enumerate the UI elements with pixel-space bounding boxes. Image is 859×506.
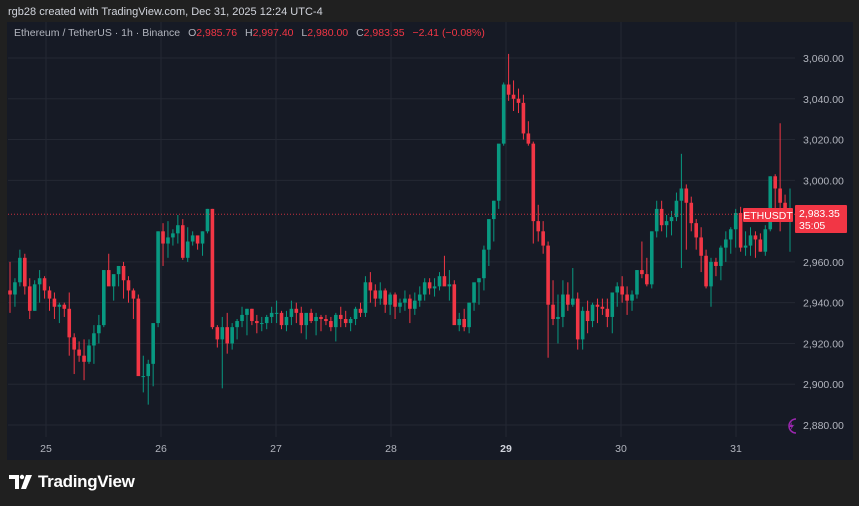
open-value: 2,985.76 — [196, 27, 238, 39]
symbol-legend: Ethereum / TetherUS · 1h · Binance O2,98… — [14, 27, 485, 39]
tradingview-logo[interactable]: TradingView — [9, 472, 135, 492]
grid-lines — [8, 22, 795, 437]
candles — [8, 53, 792, 405]
time-tick: 27 — [270, 443, 282, 455]
price-tick: 2,960.00 — [803, 257, 844, 269]
symbol-name[interactable]: Ethereum / TetherUS · 1h · Binance — [14, 27, 181, 39]
tv-logo-icon — [9, 474, 32, 489]
price-tick: 3,020.00 — [803, 135, 844, 147]
time-tick: 25 — [40, 443, 52, 455]
brand-wordmark: TradingView — [38, 472, 135, 491]
price-tick: 3,060.00 — [803, 53, 844, 65]
lightning-icon[interactable] — [788, 418, 797, 434]
time-tick: 28 — [385, 443, 397, 455]
time-tick: 26 — [155, 443, 167, 455]
time-tick: 30 — [615, 443, 627, 455]
price-axis[interactable]: 3,060.00 3,040.00 3,020.00 3,000.00 2,960.00… — [803, 53, 844, 432]
price-tick: 2,900.00 — [803, 379, 844, 391]
low-value: 2,980.00 — [307, 27, 349, 39]
ticker-label: ETHUSDT — [743, 210, 793, 222]
time-axis[interactable]: 25 26 27 28 29 30 31 — [40, 443, 742, 455]
time-tick: 31 — [730, 443, 742, 455]
close-value: 2,983.35 — [363, 27, 405, 39]
change-value: −2.41 (−0.08%) — [412, 27, 485, 39]
price-tick: 3,000.00 — [803, 175, 844, 187]
high-value: 2,997.40 — [252, 27, 294, 39]
price-tick: 2,880.00 — [803, 420, 844, 432]
price-tick: 3,040.00 — [803, 94, 844, 106]
price-tag: ETHUSDT 2,983.35 35:05 — [743, 205, 847, 233]
price-tick: 2,920.00 — [803, 338, 844, 350]
time-tick: 29 — [500, 443, 512, 455]
countdown-label: 35:05 — [799, 220, 825, 232]
chart-caption: rgb28 created with TradingView.com, Dec … — [8, 6, 323, 18]
last-price-label: 2,983.35 — [799, 208, 840, 220]
price-tick: 2,940.00 — [803, 298, 844, 310]
